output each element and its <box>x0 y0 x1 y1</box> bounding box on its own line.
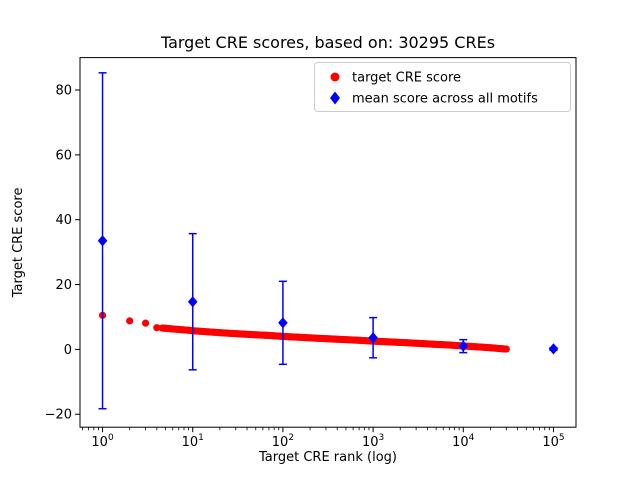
legend-label-mean-score: mean score across all motifs <box>352 92 538 107</box>
data-point-blue-diamond <box>458 340 469 352</box>
y-tick-label: 80 <box>55 84 72 99</box>
data-point-red <box>153 324 161 332</box>
x-tick-label: 105 <box>542 433 564 450</box>
y-axis-label: Target CRE score <box>11 188 26 299</box>
legend-box <box>314 62 571 112</box>
y-tick-label: 0 <box>64 343 72 358</box>
blue-diamond-marker-icon <box>330 91 340 105</box>
legend-entry-target-score: target CRE score <box>330 71 461 86</box>
data-point-blue-diamond <box>97 235 108 247</box>
target-cre-score-series <box>98 311 510 353</box>
data-point-red <box>126 317 134 325</box>
x-tick-label: 104 <box>452 433 475 450</box>
legend: target CRE score mean score across all m… <box>314 62 571 112</box>
data-point-blue-diamond <box>187 296 198 308</box>
x-axis-label: Target CRE rank (log) <box>258 450 397 465</box>
chart-title: Target CRE scores, based on: 30295 CREs <box>160 33 495 52</box>
mean-score-series <box>97 72 559 410</box>
x-tick-label: 101 <box>182 433 204 450</box>
y-tick-label: −20 <box>45 408 72 423</box>
data-point-red <box>141 319 150 327</box>
plot-frame <box>79 57 577 428</box>
x-minor-ticks <box>82 427 550 431</box>
data-point-blue-diamond <box>368 332 378 344</box>
y-tick-label: 40 <box>55 213 72 228</box>
red-circle-marker-icon <box>330 72 340 82</box>
data-point-blue-diamond <box>278 317 288 329</box>
x-tick-label: 103 <box>362 433 384 450</box>
legend-entry-mean-score: mean score across all motifs <box>330 91 538 107</box>
data-point-blue-diamond <box>548 343 559 355</box>
x-tick-label: 102 <box>272 433 294 450</box>
axis-ticks: 100 101 102 103 104 105 −20 0 20 40 60 80 <box>45 84 565 451</box>
y-tick-label: 20 <box>55 278 72 293</box>
x-tick-label: 100 <box>91 433 114 450</box>
legend-label-target-score: target CRE score <box>352 71 461 86</box>
y-tick-label: 60 <box>55 148 72 163</box>
data-point-red <box>502 345 510 353</box>
